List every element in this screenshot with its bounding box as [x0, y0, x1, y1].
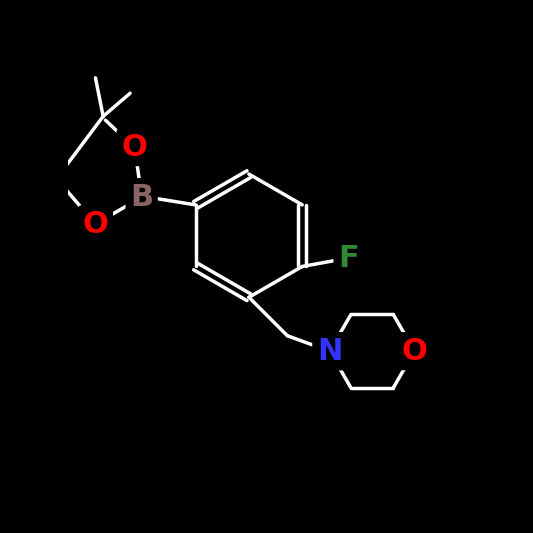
Text: O: O: [121, 133, 147, 161]
Text: F: F: [338, 244, 359, 273]
Text: O: O: [83, 209, 108, 239]
Text: N: N: [317, 337, 342, 366]
Text: O: O: [401, 337, 427, 366]
Text: N: N: [317, 337, 342, 366]
Text: B: B: [130, 183, 153, 212]
